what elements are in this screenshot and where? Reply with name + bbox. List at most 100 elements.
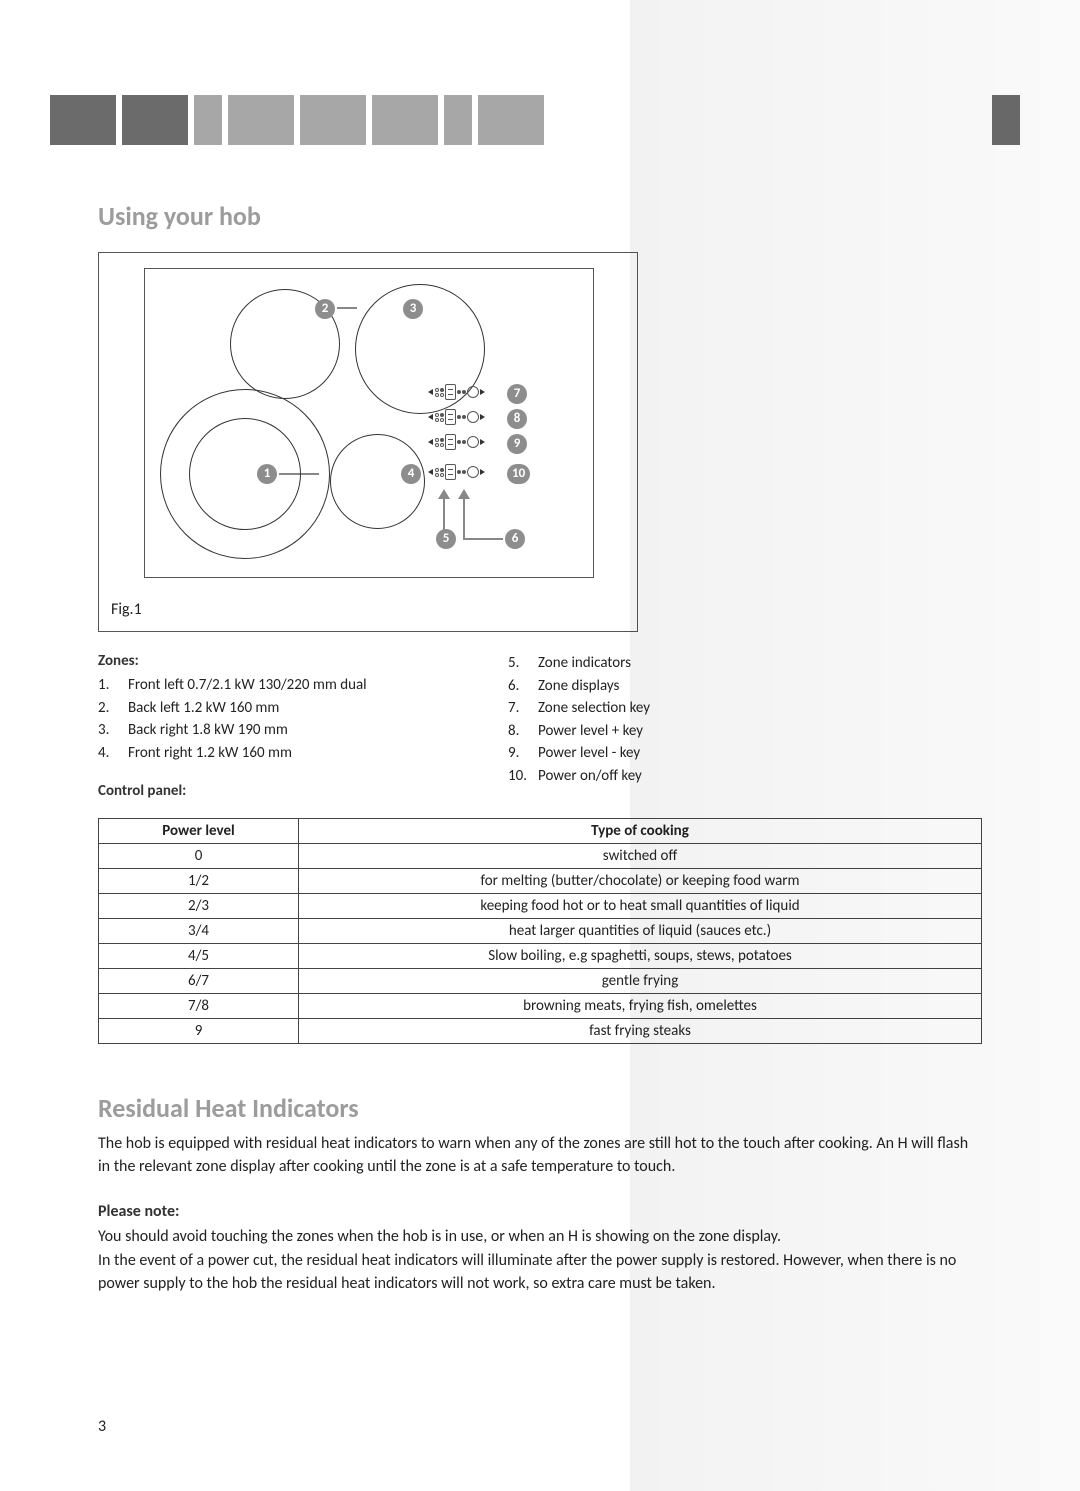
zones-column: Zones: 1.Front left 0.7/2.1 kW 130/220 m…: [98, 652, 468, 804]
item-number: 5.: [508, 652, 538, 675]
th-power-level: Power level: [99, 819, 299, 844]
diagram-label-10: 10: [507, 464, 530, 484]
diagram-label-9: 9: [507, 434, 527, 454]
item-text: Front right 1.2 kW 160 mm: [128, 742, 292, 765]
header-far-block: [992, 95, 1020, 145]
item-text: Zone displays: [538, 675, 619, 698]
control-panel-heading: Control panel:: [98, 782, 468, 800]
table-row: 0switched off: [99, 844, 982, 869]
connector: [337, 307, 357, 309]
power-table-body: 0switched off1/2for melting (butter/choc…: [99, 844, 982, 1044]
control-row: [435, 464, 495, 480]
arrow-left-icon: [428, 389, 433, 395]
cell-cooking-type: heat larger quantities of liquid (sauces…: [299, 919, 982, 944]
list-item: 9.Power level - key: [508, 742, 878, 765]
item-text: Power level + key: [538, 720, 643, 743]
diagram-label-1: 1: [257, 464, 277, 484]
item-text: Zone selection key: [538, 697, 650, 720]
item-number: 6.: [508, 675, 538, 698]
zone-key-icon: [467, 466, 479, 478]
cell-power-level: 6/7: [99, 969, 299, 994]
control-row: [435, 384, 495, 400]
para-note-1: You should avoid touching the zones when…: [98, 1225, 982, 1248]
zone-indicator-icon: [435, 413, 444, 422]
page-content: Using your hob 12345678910: [0, 145, 1080, 1295]
cell-power-level: 1/2: [99, 869, 299, 894]
item-number: 10.: [508, 765, 538, 788]
please-note-heading: Please note:: [98, 1202, 982, 1221]
item-number: 2.: [98, 697, 128, 720]
zone-key-icon: [467, 411, 479, 423]
arrow-left-icon: [428, 414, 433, 420]
control-row: [435, 434, 495, 450]
table-row: 4/5Slow boiling, e.g spaghetti, soups, s…: [99, 944, 982, 969]
zone-display-icon: [445, 434, 456, 450]
arrow-left-icon: [428, 469, 433, 475]
para-note-2: In the event of a power cut, the residua…: [98, 1249, 982, 1295]
header-block: [122, 95, 188, 145]
zone-key-icon: [467, 386, 479, 398]
diagram-label-5: 5: [436, 529, 456, 549]
header-block: [300, 95, 366, 145]
diagram-label-7: 7: [507, 384, 527, 404]
cell-power-level: 7/8: [99, 994, 299, 1019]
header-block: [50, 95, 116, 145]
cell-power-level: 4/5: [99, 944, 299, 969]
table-row: 6/7gentle frying: [99, 969, 982, 994]
list-item: 4.Front right 1.2 kW 160 mm: [98, 742, 468, 765]
table-row: 2/3keeping food hot or to heat small qua…: [99, 894, 982, 919]
list-item: 10.Power on/off key: [508, 765, 878, 788]
table-row: 1/2for melting (butter/chocolate) or kee…: [99, 869, 982, 894]
zone-indicator-icon: [435, 438, 444, 447]
arrow-right-icon: [480, 414, 485, 420]
dots-icon: [457, 440, 466, 444]
table-row: 9fast frying steaks: [99, 1019, 982, 1044]
list-item: 3.Back right 1.8 kW 190 mm: [98, 719, 468, 742]
arrow-right-icon: [480, 389, 485, 395]
panel-list: 5.Zone indicators6.Zone displays7.Zone s…: [508, 652, 878, 787]
table-row: 3/4heat larger quantities of liquid (sau…: [99, 919, 982, 944]
cell-power-level: 2/3: [99, 894, 299, 919]
para-residual: The hob is equipped with residual heat i…: [98, 1132, 982, 1178]
cell-cooking-type: switched off: [299, 844, 982, 869]
header-block: [478, 95, 544, 145]
item-number: 7.: [508, 697, 538, 720]
zone-display-icon: [445, 409, 456, 425]
table-row: 7/8browning meats, frying fish, omelette…: [99, 994, 982, 1019]
control-row: [435, 409, 495, 425]
zone-key-icon: [467, 436, 479, 448]
diagram-label-3: 3: [403, 299, 423, 319]
list-item: 6.Zone displays: [508, 675, 878, 698]
list-item: 2.Back left 1.2 kW 160 mm: [98, 697, 468, 720]
connector: [463, 499, 465, 539]
cell-power-level: 0: [99, 844, 299, 869]
arrow-left-icon: [428, 439, 433, 445]
th-type-cooking: Type of cooking: [299, 819, 982, 844]
cell-cooking-type: gentle frying: [299, 969, 982, 994]
diagram-label-4: 4: [401, 464, 421, 484]
zone-indicator-icon: [435, 468, 444, 477]
item-text: Back left 1.2 kW 160 mm: [128, 697, 279, 720]
list-item: 8.Power level + key: [508, 720, 878, 743]
header-block: [372, 95, 438, 145]
item-text: Power level - key: [538, 742, 640, 765]
panel-column: 5.Zone indicators6.Zone displays7.Zone s…: [508, 652, 878, 804]
header-block: [444, 95, 472, 145]
legend-columns: Zones: 1.Front left 0.7/2.1 kW 130/220 m…: [98, 652, 982, 804]
dots-icon: [457, 415, 466, 419]
header-block: [228, 95, 294, 145]
cell-power-level: 9: [99, 1019, 299, 1044]
item-text: Power on/off key: [538, 765, 642, 788]
diagram-label-8: 8: [507, 409, 527, 429]
figure-1: 12345678910 Fig.1: [98, 252, 638, 632]
item-text: Front left 0.7/2.1 kW 130/220 mm dual: [128, 674, 367, 697]
cell-power-level: 3/4: [99, 919, 299, 944]
heading-residual-heat: Residual Heat Indicators: [98, 1092, 982, 1124]
arrow-up-6: [458, 489, 470, 499]
list-item: 7.Zone selection key: [508, 697, 878, 720]
item-number: 4.: [98, 742, 128, 765]
zone-display-icon: [445, 384, 456, 400]
item-number: 1.: [98, 674, 128, 697]
hob-diagram: 12345678910: [144, 268, 594, 578]
dots-icon: [457, 470, 466, 474]
